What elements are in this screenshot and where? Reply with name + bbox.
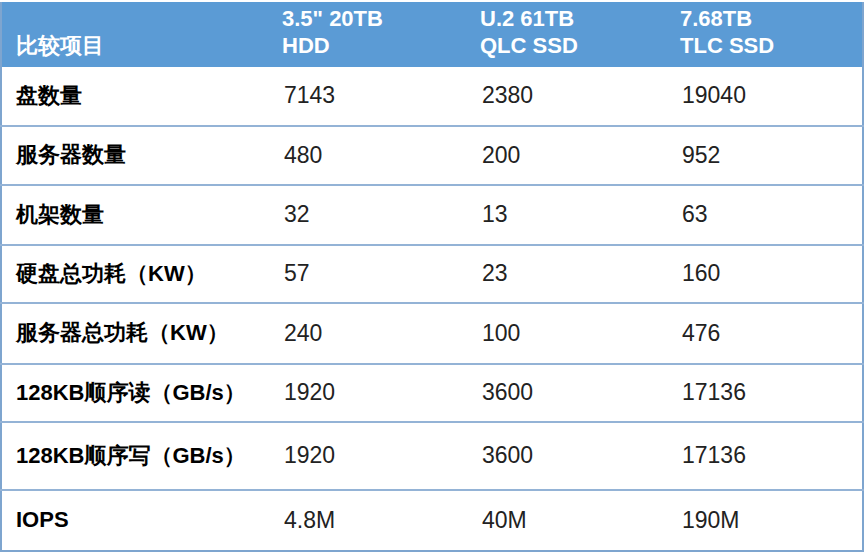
table-row-rack-count: 机架数量 32 13 63 [1, 185, 863, 245]
row-label: 128KB顺序写（GB/s） [1, 422, 268, 490]
cell-value: 13 [466, 185, 666, 245]
cell-value: 200 [466, 126, 666, 185]
cell-value: 17136 [666, 422, 863, 490]
header-hdd-column: 3.5" 20TB HDD [268, 2, 466, 67]
cell-value: 100 [466, 303, 666, 364]
storage-comparison-table: 比较项目 3.5" 20TB HDD U.2 61TB QLC SSD 7.68… [0, 2, 864, 552]
header-tlc-ssd-column: 7.68TB TLC SSD [666, 2, 863, 67]
cell-value: 57 [268, 245, 466, 303]
header-tlc-line2: TLC SSD [680, 33, 858, 60]
cell-value: 3600 [466, 422, 666, 490]
cell-value: 19040 [666, 67, 863, 126]
row-label: 盘数量 [1, 67, 268, 126]
table-row-server-power: 服务器总功耗（KW） 240 100 476 [1, 303, 863, 364]
row-label: IOPS [1, 490, 268, 551]
header-hdd-line2: HDD [282, 33, 462, 60]
cell-value: 32 [268, 185, 466, 245]
table-row-seq-write: 128KB顺序写（GB/s） 1920 3600 17136 [1, 422, 863, 490]
cell-value: 1920 [268, 422, 466, 490]
cell-value: 190M [666, 490, 863, 551]
row-label: 128KB顺序读（GB/s） [1, 364, 268, 422]
table-row-disk-count: 盘数量 7143 2380 19040 [1, 67, 863, 126]
comparison-table-page: 比较项目 3.5" 20TB HDD U.2 61TB QLC SSD 7.68… [0, 0, 866, 554]
header-tlc-line1: 7.68TB [680, 6, 858, 33]
table-row-iops: IOPS 4.8M 40M 190M [1, 490, 863, 551]
table-row-seq-read: 128KB顺序读（GB/s） 1920 3600 17136 [1, 364, 863, 422]
row-label: 硬盘总功耗（KW） [1, 245, 268, 303]
cell-value: 952 [666, 126, 863, 185]
cell-value: 476 [666, 303, 863, 364]
cell-value: 63 [666, 185, 863, 245]
row-label: 服务器数量 [1, 126, 268, 185]
row-label: 服务器总功耗（KW） [1, 303, 268, 364]
header-qlc-line1: U.2 61TB [480, 6, 662, 33]
cell-value: 1920 [268, 364, 466, 422]
cell-value: 480 [268, 126, 466, 185]
cell-value: 17136 [666, 364, 863, 422]
cell-value: 2380 [466, 67, 666, 126]
header-qlc-ssd-column: U.2 61TB QLC SSD [466, 2, 666, 67]
cell-value: 7143 [268, 67, 466, 126]
header-row: 比较项目 3.5" 20TB HDD U.2 61TB QLC SSD 7.68… [1, 2, 863, 67]
table-row-server-count: 服务器数量 480 200 952 [1, 126, 863, 185]
cell-value: 3600 [466, 364, 666, 422]
header-compare-items: 比较项目 [1, 2, 268, 67]
header-hdd-line1: 3.5" 20TB [282, 6, 462, 33]
cell-value: 23 [466, 245, 666, 303]
header-qlc-line2: QLC SSD [480, 33, 662, 60]
cell-value: 40M [466, 490, 666, 551]
cell-value: 160 [666, 245, 863, 303]
row-label: 机架数量 [1, 185, 268, 245]
table-row-disk-power: 硬盘总功耗（KW） 57 23 160 [1, 245, 863, 303]
cell-value: 4.8M [268, 490, 466, 551]
cell-value: 240 [268, 303, 466, 364]
